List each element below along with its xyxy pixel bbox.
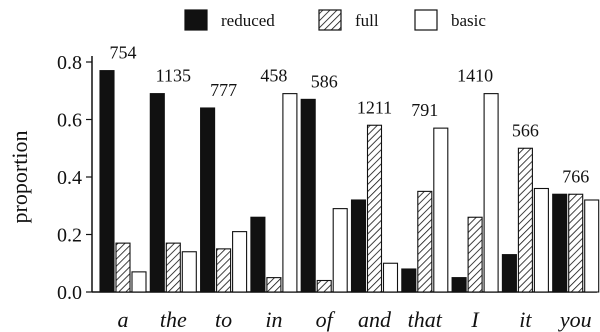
bar-full-the: [165, 242, 181, 293]
bar-reduced-to: [200, 107, 216, 293]
legend: reduced full basic: [184, 9, 486, 31]
bar-basic-you: [584, 199, 600, 293]
group-count-label: 754: [110, 43, 137, 63]
bar-basic-in: [282, 93, 298, 293]
group-count-label: 1135: [156, 66, 191, 86]
bar-full-of: [316, 279, 332, 293]
x-category-label: I: [470, 307, 480, 332]
x-category-label: you: [558, 307, 592, 332]
group-count-label: 766: [562, 166, 589, 186]
y-tick-label: 0.0: [57, 282, 82, 304]
y-tick-label: 0.8: [57, 52, 82, 74]
x-category-label: of: [316, 307, 336, 332]
bar-basic-a: [131, 271, 147, 293]
group-count-label: 1410: [457, 66, 493, 86]
bar-basic-to: [232, 231, 248, 293]
y-tick-label: 0.6: [57, 110, 82, 132]
group-count-label: 586: [311, 71, 338, 91]
bar-full-it: [517, 147, 533, 293]
bar-full-I: [467, 216, 483, 293]
x-category-label: and: [358, 307, 392, 332]
bar-reduced-you: [552, 193, 568, 293]
group-count-label: 1211: [357, 97, 392, 117]
bar-reduced-a: [99, 70, 115, 293]
bar-reduced-in: [250, 216, 266, 293]
x-category-label: the: [160, 307, 187, 332]
legend-swatch-reduced: [184, 9, 208, 31]
bar-full-to: [216, 248, 232, 293]
bar-basic-it: [533, 187, 549, 293]
y-axis-label: proportion: [7, 131, 32, 224]
bars: [99, 70, 600, 293]
legend-label-basic: basic: [451, 11, 486, 30]
bar-full-and: [366, 124, 383, 293]
x-category-label: a: [118, 307, 129, 332]
bar-reduced-of: [300, 98, 316, 293]
x-category-label: it: [519, 307, 532, 332]
y-tick-label: 0.2: [57, 225, 82, 247]
bar-basic-and: [382, 262, 399, 293]
legend-label-full: full: [355, 11, 379, 30]
x-category-label: that: [408, 307, 443, 332]
group-count-label: 777: [210, 80, 237, 100]
x-category-label: in: [265, 307, 282, 332]
bar-reduced-and: [350, 199, 367, 293]
bar-reduced-it: [501, 254, 517, 293]
labels: a 754 the 1135 to 777 in 458 of 586 and 1211 that 791…: [110, 43, 592, 332]
bar-full-in: [266, 277, 282, 293]
bar-reduced-I: [451, 277, 467, 293]
bar-basic-that: [433, 127, 449, 293]
group-count-label: 566: [512, 120, 539, 140]
bar-basic-I: [483, 93, 499, 293]
group-count-label: 458: [260, 66, 287, 86]
y-tick-label: 0.4: [57, 167, 82, 189]
group-count-label: 791: [411, 100, 438, 120]
bar-full-that: [417, 190, 433, 293]
bar-full-you: [568, 193, 584, 293]
legend-swatch-basic: [414, 9, 438, 31]
x-category-label: to: [215, 307, 232, 332]
legend-swatch-full: [318, 9, 342, 31]
bar-basic-of: [332, 208, 348, 293]
legend-label-reduced: reduced: [221, 11, 275, 30]
bar-basic-the: [181, 251, 197, 293]
bar-reduced-that: [401, 268, 417, 293]
bar-full-a: [115, 242, 131, 293]
bar-reduced-the: [149, 93, 165, 293]
